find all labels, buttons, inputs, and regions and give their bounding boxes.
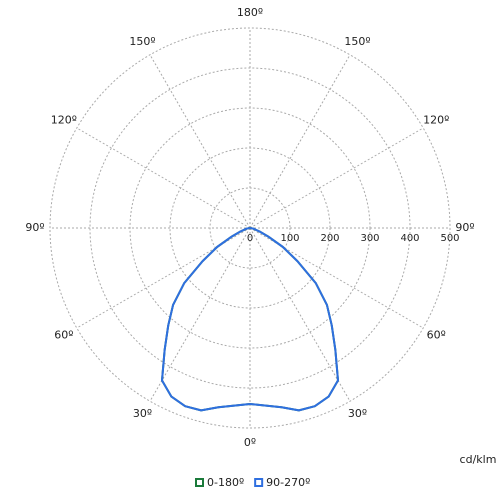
angle-label: 60º: [54, 329, 73, 342]
curve: [161, 227, 251, 412]
r-tick-label: 400: [400, 233, 419, 244]
legend-swatch: [254, 478, 264, 487]
grid-spoke: [249, 127, 424, 229]
angle-label: 0º: [244, 436, 256, 449]
r-tick-label: 200: [320, 233, 339, 244]
r-tick-label: 500: [440, 233, 459, 244]
legend-swatch: [195, 478, 204, 487]
angle-label: 90º: [25, 221, 44, 234]
legend-item: 0-180º: [195, 476, 244, 489]
unit-label: cd/klm: [460, 453, 497, 466]
grid-spoke: [76, 127, 251, 229]
r-tick-label: 100: [280, 233, 299, 244]
legend-label: 90-270º: [266, 476, 310, 489]
legend-item: 90-270º: [254, 476, 310, 489]
angle-label: 60º: [427, 329, 446, 342]
angle-label: 30º: [133, 407, 152, 420]
r-tick-label: 300: [360, 233, 379, 244]
angle-label: 30º: [348, 407, 367, 420]
grid-spoke: [249, 227, 351, 402]
grid-spoke: [249, 54, 351, 229]
angle-label: 120º: [423, 114, 449, 127]
angle-label: 150º: [129, 35, 155, 48]
grid-spoke: [149, 54, 251, 229]
curve: [161, 227, 251, 412]
curve: [249, 227, 339, 412]
angle-label: 150º: [344, 35, 370, 48]
grid-circle: [49, 27, 451, 429]
r-tick-label: 0: [247, 233, 253, 244]
grid-spoke: [149, 227, 251, 402]
legend-label: 0-180º: [207, 476, 244, 489]
angle-label: 90º: [455, 221, 474, 234]
angle-label: 120º: [51, 114, 77, 127]
angle-label: 180º: [237, 6, 263, 19]
